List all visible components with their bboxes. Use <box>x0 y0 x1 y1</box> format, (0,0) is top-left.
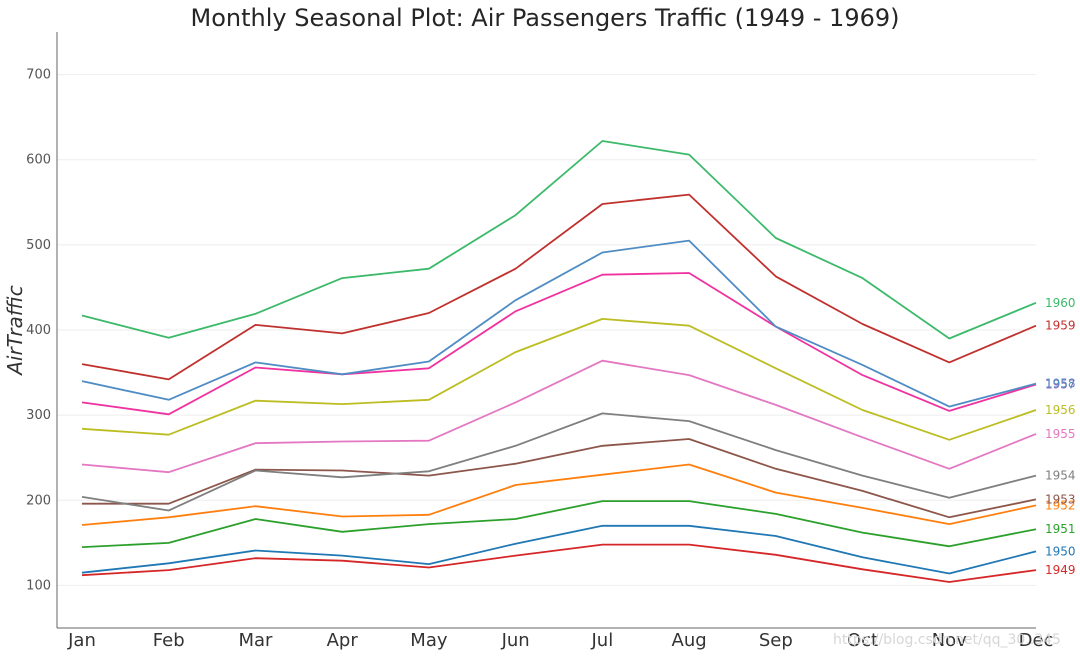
x-tick-label-jun: Jun <box>501 630 530 651</box>
grid-lines <box>57 74 1036 586</box>
series-end-label-1957: 1957 <box>1045 377 1076 391</box>
series-end-label-1951: 1951 <box>1045 522 1076 536</box>
x-tick-label-feb: Feb <box>153 630 185 651</box>
series-end-label-1952: 1952 <box>1045 498 1076 512</box>
series-end-label-1953: 1953 <box>1045 492 1076 506</box>
series-line-1952 <box>81 463 1037 526</box>
series-line-1953 <box>82 438 1037 519</box>
series-line-1955 <box>81 359 1037 474</box>
series-end-label-1960: 1960 <box>1045 296 1076 310</box>
series-end-label-1958: 1958 <box>1045 377 1076 391</box>
watermark-text: https://blog.csdn.net/qq_30..345 <box>833 632 1061 648</box>
series-line-1959 <box>81 193 1037 381</box>
series-end-label-1949: 1949 <box>1045 563 1076 577</box>
series-line-1949 <box>81 543 1037 583</box>
y-tick-label-600: 600 <box>26 153 51 168</box>
x-tick-label-apr: Apr <box>327 630 359 651</box>
series-line-1958 <box>81 239 1037 408</box>
series-end-label-1956: 1956 <box>1045 403 1076 417</box>
x-tick-label-sep: Sep <box>759 630 793 651</box>
x-tick-label-jul: Jul <box>591 630 614 651</box>
y-tick-label-300: 300 <box>26 408 51 423</box>
x-tick-label-dec: Dec <box>1019 630 1054 651</box>
series-line-1950 <box>81 524 1037 575</box>
y-tick-label-400: 400 <box>26 323 51 338</box>
series-end-label-1955: 1955 <box>1045 427 1076 441</box>
chart-title: Monthly Seasonal Plot: Air Passengers Tr… <box>191 4 900 32</box>
y-axis-label: AirTraffic <box>3 285 27 377</box>
x-ticks: Jan Feb Mar Apr May Jun Jul Aug Sep Oct Nov Dec <box>67 630 1053 651</box>
x-tick-label-aug: Aug <box>672 630 707 651</box>
x-tick-label-may: May <box>410 630 448 651</box>
series-end-label-1950: 1950 <box>1045 544 1076 558</box>
series-end-label-1959: 1959 <box>1045 319 1076 333</box>
y-tick-label-100: 100 <box>26 578 51 593</box>
y-tick-label-200: 200 <box>26 493 51 508</box>
series-line-1951 <box>81 500 1037 548</box>
series-end-label-1954: 1954 <box>1045 469 1076 483</box>
series-line-1954 <box>81 412 1037 512</box>
y-tick-label-500: 500 <box>26 238 51 253</box>
series-line-1960 <box>81 140 1037 340</box>
series-line-1956 <box>81 317 1037 441</box>
series-lines <box>81 140 1037 583</box>
x-tick-label-oct: Oct <box>847 630 878 651</box>
series-line-1957 <box>81 272 1037 416</box>
y-tick-label-700: 700 <box>26 68 51 83</box>
x-tick-label-nov: Nov <box>932 630 967 651</box>
y-ticks: 100 200 300 400 500 600 700 <box>26 68 51 594</box>
x-tick-label-jan: Jan <box>67 630 96 651</box>
axes <box>56 32 1036 629</box>
x-tick-label-mar: Mar <box>238 630 273 651</box>
